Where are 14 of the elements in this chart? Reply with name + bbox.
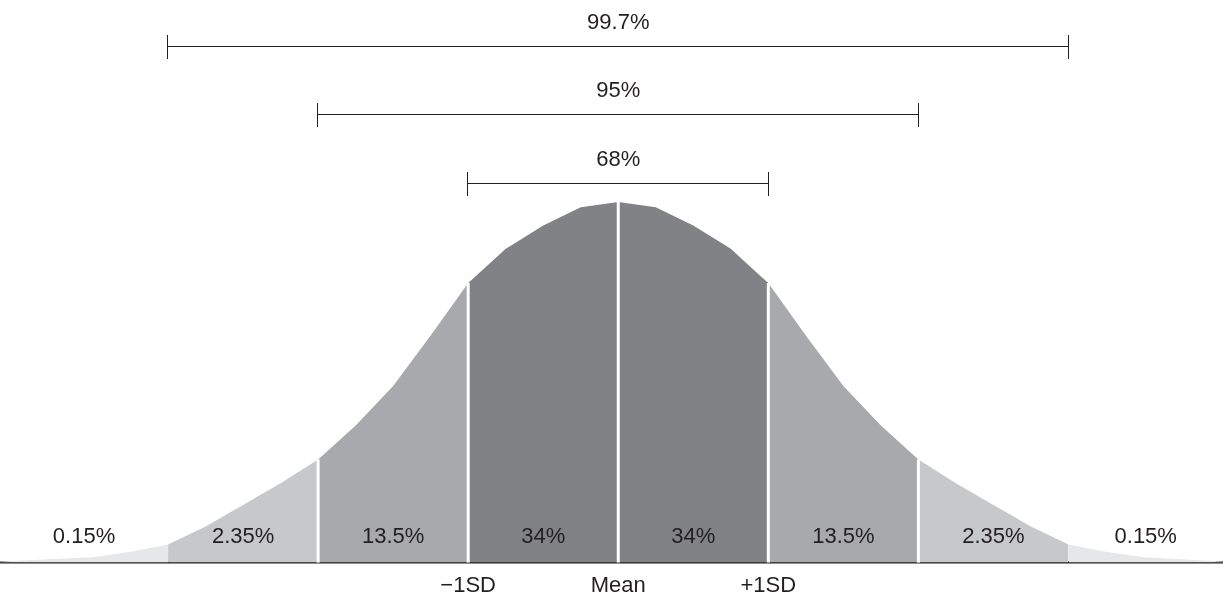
annotation: 34% xyxy=(521,523,566,549)
text: 99.7% xyxy=(587,8,650,34)
x-tick-label: +1SD xyxy=(740,571,797,597)
annotation: 2.35% xyxy=(211,523,275,549)
text: 95% xyxy=(596,77,641,103)
x-tick-label: −1SD xyxy=(440,571,497,597)
annotation: 0.15% xyxy=(1114,523,1177,549)
annotation: 13.5% xyxy=(812,523,875,549)
annotation: 2.35% xyxy=(962,523,1025,549)
annotation: 13.5% xyxy=(361,523,425,549)
text: 68% xyxy=(596,145,641,171)
x-tick-label: Mean xyxy=(590,571,646,597)
annotation: 34% xyxy=(671,523,716,549)
annotation: 0.15% xyxy=(52,523,116,549)
